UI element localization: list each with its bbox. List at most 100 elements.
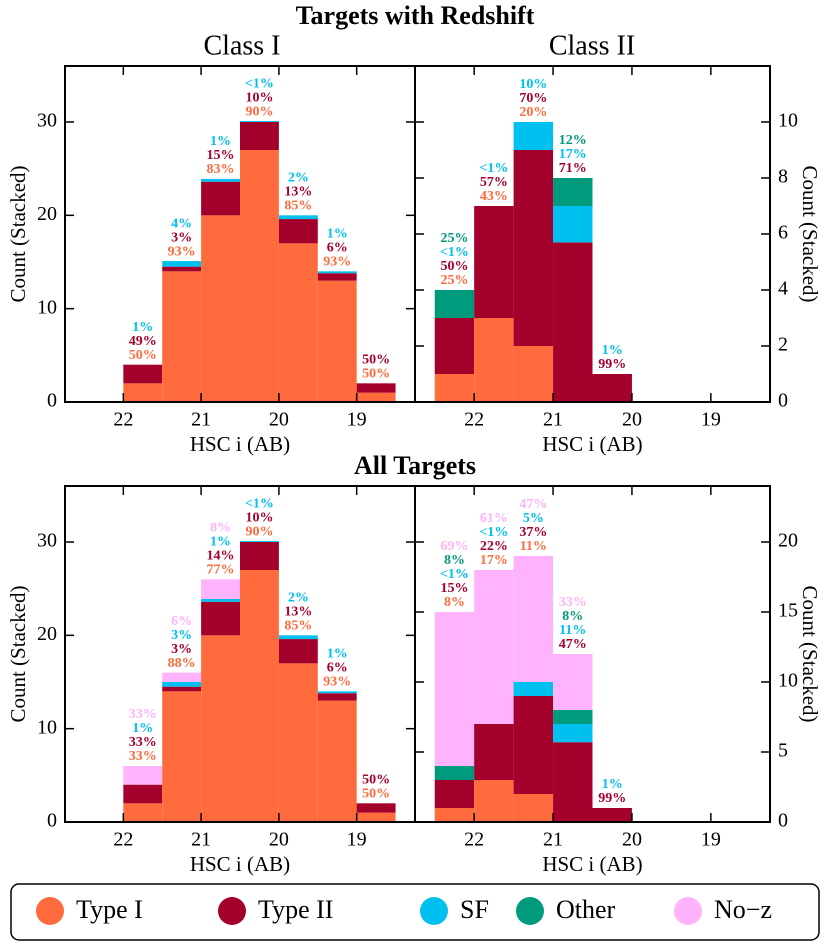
percent-label: 3% — [171, 230, 192, 245]
column-title: Class II — [549, 30, 635, 61]
histogram-segment — [434, 290, 475, 318]
histogram-segment — [123, 364, 163, 384]
percent-label: 10% — [245, 510, 273, 525]
percent-label: 1% — [602, 777, 623, 792]
histogram-segment — [162, 686, 202, 692]
histogram-segment — [474, 724, 514, 780]
percent-label: 99% — [598, 357, 626, 372]
legend-label: No−z — [714, 895, 772, 924]
x-tick-label: 21 — [191, 409, 211, 431]
percent-label: 33% — [559, 595, 587, 610]
histogram-segment — [356, 383, 396, 393]
y-tick-label: 20 — [778, 530, 798, 552]
histogram-segment — [434, 766, 475, 780]
y-tick-label: 20 — [37, 623, 57, 645]
percent-label: 1% — [210, 535, 231, 550]
percent-label: 17% — [559, 147, 587, 162]
percent-label: 1% — [327, 227, 348, 242]
y-tick-label: 10 — [37, 716, 57, 738]
x-tick-label: 22 — [113, 829, 133, 851]
histogram-segment — [278, 635, 318, 640]
histogram-segment — [317, 280, 357, 402]
histogram-segment — [240, 150, 279, 402]
percent-label: 1% — [327, 647, 348, 662]
histogram-segment — [553, 242, 593, 402]
histogram-segment — [553, 178, 593, 206]
y-tick-label: 30 — [37, 110, 57, 132]
percent-label: 25% — [440, 231, 468, 246]
percent-label: <1% — [440, 567, 469, 582]
histogram-segment — [201, 635, 240, 822]
histogram-segment — [434, 612, 475, 766]
percent-label: <1% — [245, 76, 274, 91]
percent-label: 6% — [171, 614, 192, 629]
percent-label: 2% — [288, 171, 309, 186]
y-tick-label: 10 — [778, 110, 798, 132]
histogram-segment — [553, 654, 593, 710]
percent-label: 85% — [284, 199, 312, 214]
histogram-segment — [201, 215, 240, 402]
percent-label: 3% — [171, 642, 192, 657]
x-axis-label: HSC i (AB) — [542, 432, 642, 456]
x-tick-label: 22 — [464, 829, 484, 851]
percent-label: 33% — [129, 707, 157, 722]
histogram-segment — [162, 682, 202, 687]
percent-label: 5% — [523, 511, 544, 526]
percent-label: 22% — [480, 539, 508, 554]
column-title: Class I — [204, 30, 281, 61]
x-tick-label: 20 — [622, 409, 642, 431]
histogram-segment — [434, 808, 475, 822]
histogram-segment — [123, 383, 163, 402]
legend-marker — [516, 897, 544, 925]
histogram-segment — [240, 542, 279, 570]
percent-label: 8% — [562, 609, 583, 624]
histogram-segment — [162, 266, 202, 272]
percent-label: 90% — [245, 104, 273, 119]
percent-label: 50% — [129, 348, 157, 363]
histogram-segment — [356, 392, 396, 402]
y-tick-label: 6 — [778, 222, 788, 244]
x-axis-label: HSC i (AB) — [190, 852, 290, 876]
percent-label: 13% — [284, 185, 312, 200]
histogram-segment — [553, 742, 593, 822]
x-tick-label: 20 — [269, 409, 289, 431]
percent-label: 71% — [559, 161, 587, 176]
percent-label: 11% — [520, 539, 547, 554]
percent-label: 33% — [129, 735, 157, 750]
legend-marker — [36, 897, 64, 925]
histogram-segment — [278, 215, 318, 220]
percent-label: 6% — [327, 661, 348, 676]
histogram-segment — [513, 346, 554, 402]
histogram-segment — [162, 691, 202, 822]
percent-label: 93% — [323, 675, 351, 690]
histogram-segment — [201, 181, 240, 216]
percent-label: 10% — [245, 90, 273, 105]
percent-label: 14% — [207, 549, 235, 564]
histogram-segment — [201, 598, 240, 602]
percent-label: 15% — [440, 581, 468, 596]
percent-label: 47% — [519, 497, 547, 512]
histogram-segment — [240, 122, 279, 150]
percent-label: 3% — [171, 628, 192, 643]
percent-label: 50% — [362, 367, 390, 382]
percent-label: 50% — [362, 787, 390, 802]
percent-label: 70% — [519, 91, 547, 106]
x-tick-label: 22 — [113, 409, 133, 431]
y-tick-label: 0 — [47, 810, 57, 832]
percent-label: 57% — [480, 175, 508, 190]
histogram-segment — [513, 682, 554, 696]
histogram-segment — [474, 318, 514, 402]
percent-label: 2% — [288, 591, 309, 606]
percent-label: 6% — [327, 241, 348, 256]
legend-label: Type II — [258, 895, 333, 924]
histogram-segment — [592, 374, 632, 402]
legend-marker — [218, 897, 246, 925]
histogram-segment — [162, 271, 202, 402]
percent-label: 50% — [362, 353, 390, 368]
x-tick-label: 19 — [701, 409, 721, 431]
x-tick-label: 21 — [543, 829, 563, 851]
row-title: All Targets — [354, 451, 476, 480]
histogram-segment — [553, 206, 593, 243]
percent-label: 10% — [519, 77, 547, 92]
